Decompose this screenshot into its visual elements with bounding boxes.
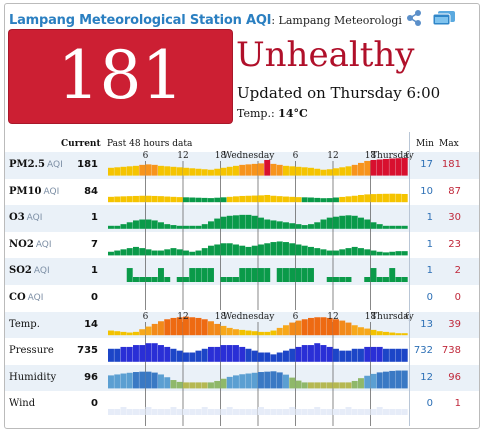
pollutant-name: Pressure <box>9 345 54 356</box>
max-header: Max <box>439 139 459 149</box>
chart-right-divider <box>409 132 410 426</box>
row-o3: O3 AQI 1 1 30 <box>5 205 479 232</box>
pollutant-label: CO <box>9 292 26 303</box>
pollutant-name: SO2 AQI <box>9 265 50 276</box>
max-value: 181 <box>441 159 461 170</box>
current-value: 735 <box>77 345 98 357</box>
pollutant-name: Temp. <box>9 319 40 330</box>
min-value: 17 <box>420 159 433 170</box>
max-value: 30 <box>448 212 461 224</box>
min-value: 10 <box>420 185 433 197</box>
min-value: 1 <box>426 238 433 250</box>
max-value: 87 <box>448 185 461 197</box>
row-no2: NO2 AQI 7 1 23 <box>5 232 479 259</box>
pollutant-name: Humidity <box>9 372 56 383</box>
current-value: 0 <box>91 292 98 303</box>
pollutant-name: NO2 AQI <box>9 239 52 250</box>
pollutant-name: Wind <box>9 398 35 409</box>
aqi-value: 181 <box>57 37 184 114</box>
pollutant-name: PM10 AQI <box>9 186 59 197</box>
row-co: CO AQI 0 0 0 <box>5 285 479 312</box>
updated-time: Updated on Thursday 6:00 <box>237 84 441 102</box>
row-temp: Temp. 14 13 39 <box>5 311 479 339</box>
pollutant-name: CO AQI <box>9 292 43 303</box>
current-value: 181 <box>77 159 98 170</box>
unit-label: AQI <box>47 160 63 170</box>
current-value: 1 <box>91 212 98 224</box>
min-value: 12 <box>420 371 433 383</box>
pollutant-label: NO2 <box>9 238 34 250</box>
aqi-value-box: 181 <box>9 30 232 123</box>
max-value: 2 <box>454 265 461 277</box>
min-value: 732 <box>413 345 433 357</box>
unit-label: AQI <box>35 239 52 250</box>
history-table: Current Past 48 hours data Min Max PM2.5… <box>5 132 479 426</box>
min-value: 1 <box>426 212 433 224</box>
temp-label: Temp.: <box>237 107 275 120</box>
pollutant-label: Pressure <box>9 345 54 357</box>
max-value: 39 <box>448 318 461 330</box>
temp-value: 14°C <box>278 107 308 120</box>
aqi-widget: Lampang Meteorological Station AQI: Lamp… <box>4 3 480 429</box>
current-value: 84 <box>84 185 98 197</box>
current-value: 96 <box>84 371 98 383</box>
unit-label: AQI <box>27 293 44 303</box>
row-pm10: PM10 AQI 84 10 87 <box>5 179 479 206</box>
unit-label: AQI <box>26 213 43 224</box>
unit-label: AQI <box>43 186 60 197</box>
current-temperature: Temp.: 14°C <box>237 107 308 120</box>
widget-header: Lampang Meteorological Station AQI: Lamp… <box>9 9 409 28</box>
current-value: 0 <box>91 398 98 410</box>
station-subtitle: : Lampang Meteorologi <box>271 14 402 27</box>
row-humidity: Humidity 96 12 96 <box>5 364 479 392</box>
pollutant-label: PM2.5 <box>9 159 45 170</box>
current-header: Current <box>61 139 101 149</box>
max-value: 23 <box>448 238 461 250</box>
current-value: 1 <box>91 265 98 277</box>
max-value: 96 <box>448 371 461 383</box>
min-header: Min <box>416 139 434 149</box>
pollutant-label: Wind <box>9 398 36 410</box>
row-so2: SO2 AQI 1 1 2 <box>5 258 479 285</box>
pollutant-label: Temp. <box>9 318 40 330</box>
share-icon[interactable] <box>405 9 423 27</box>
window-icon[interactable] <box>432 10 456 26</box>
min-value: 1 <box>426 265 433 277</box>
aqi-status: Unhealthy <box>236 35 415 75</box>
row-pm2-5: PM2.5 AQI 181 17 181 <box>5 152 479 179</box>
row-pressure: Pressure 735 732 738 <box>5 338 479 365</box>
past-48h-header: Past 48 hours data <box>107 139 193 149</box>
pollutant-name: O3 AQI <box>9 212 42 223</box>
station-title-link[interactable]: Lampang Meteorological Station AQI <box>9 13 272 28</box>
current-value: 14 <box>84 318 98 330</box>
max-value: 738 <box>441 345 461 357</box>
max-value: 1 <box>454 398 461 410</box>
min-value: 0 <box>426 398 433 410</box>
current-value: 7 <box>91 238 98 250</box>
pollutant-label: O3 <box>9 212 25 224</box>
pollutant-name: PM2.5 AQI <box>9 159 63 170</box>
pollutant-label: SO2 <box>9 265 32 277</box>
min-value: 0 <box>426 292 433 303</box>
max-value: 0 <box>454 292 461 303</box>
pollutant-label: PM10 <box>9 185 42 197</box>
unit-label: AQI <box>33 266 50 277</box>
pollutant-label: Humidity <box>9 371 57 383</box>
row-wind: Wind 0 0 1 <box>5 391 479 418</box>
min-value: 13 <box>420 318 433 330</box>
